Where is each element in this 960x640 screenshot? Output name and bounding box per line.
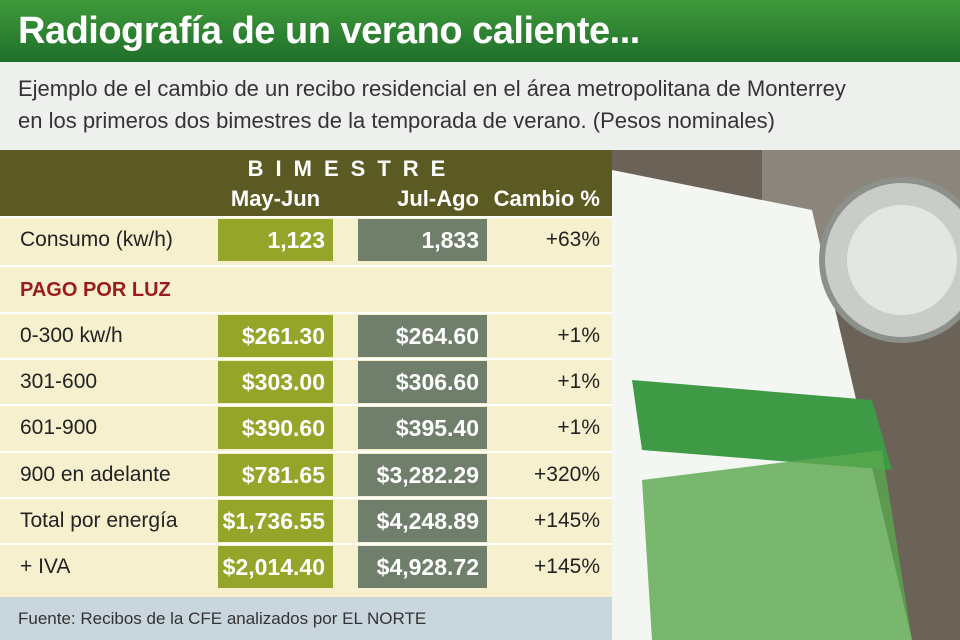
row-label: 301-600 bbox=[20, 369, 98, 393]
table-row: 601-900 $390.60 $395.40 +1% bbox=[0, 404, 612, 450]
cell-may-jun: $261.30 bbox=[218, 314, 333, 357]
cell-may-jun: $2,014.40 bbox=[218, 546, 333, 589]
subtitle: en los primeros dos bimestres de la temp… bbox=[18, 108, 775, 133]
subtitle: Ejemplo de el cambio de un recibo reside… bbox=[18, 76, 846, 101]
cell-change: +1% bbox=[557, 323, 600, 347]
section-row: PAGO POR LUZ bbox=[0, 265, 612, 311]
row-label: 0-300 kw/h bbox=[20, 323, 123, 347]
cell-change: +145% bbox=[534, 555, 600, 579]
photo bbox=[612, 150, 960, 640]
cell-change: +320% bbox=[534, 462, 600, 486]
cell-may-jun: 1,123 bbox=[218, 219, 333, 262]
row-label: + IVA bbox=[20, 555, 71, 579]
title: Radiografía de un verano caliente... bbox=[0, 0, 960, 62]
cell-change: +63% bbox=[545, 228, 600, 251]
cell-may-jun: $390.60 bbox=[218, 407, 333, 450]
cell-jul-ago: $3,282.29 bbox=[358, 453, 487, 496]
table-row: + IVA $2,014.40 $4,928.72 +145% bbox=[0, 543, 612, 589]
source-note: Fuente: Recibos de la CFE analizados por… bbox=[0, 597, 612, 640]
cell-jul-ago: 1,833 bbox=[358, 219, 487, 262]
table-row: Consumo (kw/h) 1,123 1,833 +63% bbox=[0, 216, 612, 262]
cell-jul-ago: $306.60 bbox=[358, 360, 487, 404]
column-header: Jul-Ago bbox=[397, 186, 479, 211]
cell-jul-ago: $4,248.89 bbox=[358, 499, 487, 543]
table-row: 900 en adelante $781.65 $3,282.29 +320% bbox=[0, 450, 612, 497]
column-header: Cambio % bbox=[493, 186, 600, 211]
cell-change: +1% bbox=[557, 369, 600, 393]
cell-change: +1% bbox=[557, 416, 600, 440]
row-label: Consumo (kw/h) bbox=[20, 228, 173, 251]
row-label: Total por energía bbox=[20, 508, 178, 532]
row-label: 900 en adelante bbox=[20, 462, 171, 486]
table-row: 301-600 $303.00 $306.60 +1% bbox=[0, 357, 612, 404]
cell-change: +145% bbox=[534, 508, 600, 532]
cell-may-jun: $303.00 bbox=[218, 360, 333, 404]
table-row: 0-300 kw/h $261.30 $264.60 +1% bbox=[0, 311, 612, 358]
cell-may-jun: $1,736.55 bbox=[218, 499, 333, 543]
table-row: Total por energía $1,736.55 $4,248.89 +145% bbox=[0, 496, 612, 543]
section-title: PAGO POR LUZ bbox=[20, 279, 171, 302]
table-header: BIMESTRE May-Jun Jul-Ago Cambio % bbox=[0, 150, 612, 216]
group-header: BIMESTRE bbox=[247, 156, 458, 181]
row-label: 601-900 bbox=[20, 416, 98, 440]
cell-jul-ago: $395.40 bbox=[358, 407, 487, 450]
cell-jul-ago: $4,928.72 bbox=[358, 546, 487, 589]
cell-may-jun: $781.65 bbox=[218, 453, 333, 496]
cell-jul-ago: $264.60 bbox=[358, 314, 487, 357]
column-header: May-Jun bbox=[230, 186, 321, 211]
